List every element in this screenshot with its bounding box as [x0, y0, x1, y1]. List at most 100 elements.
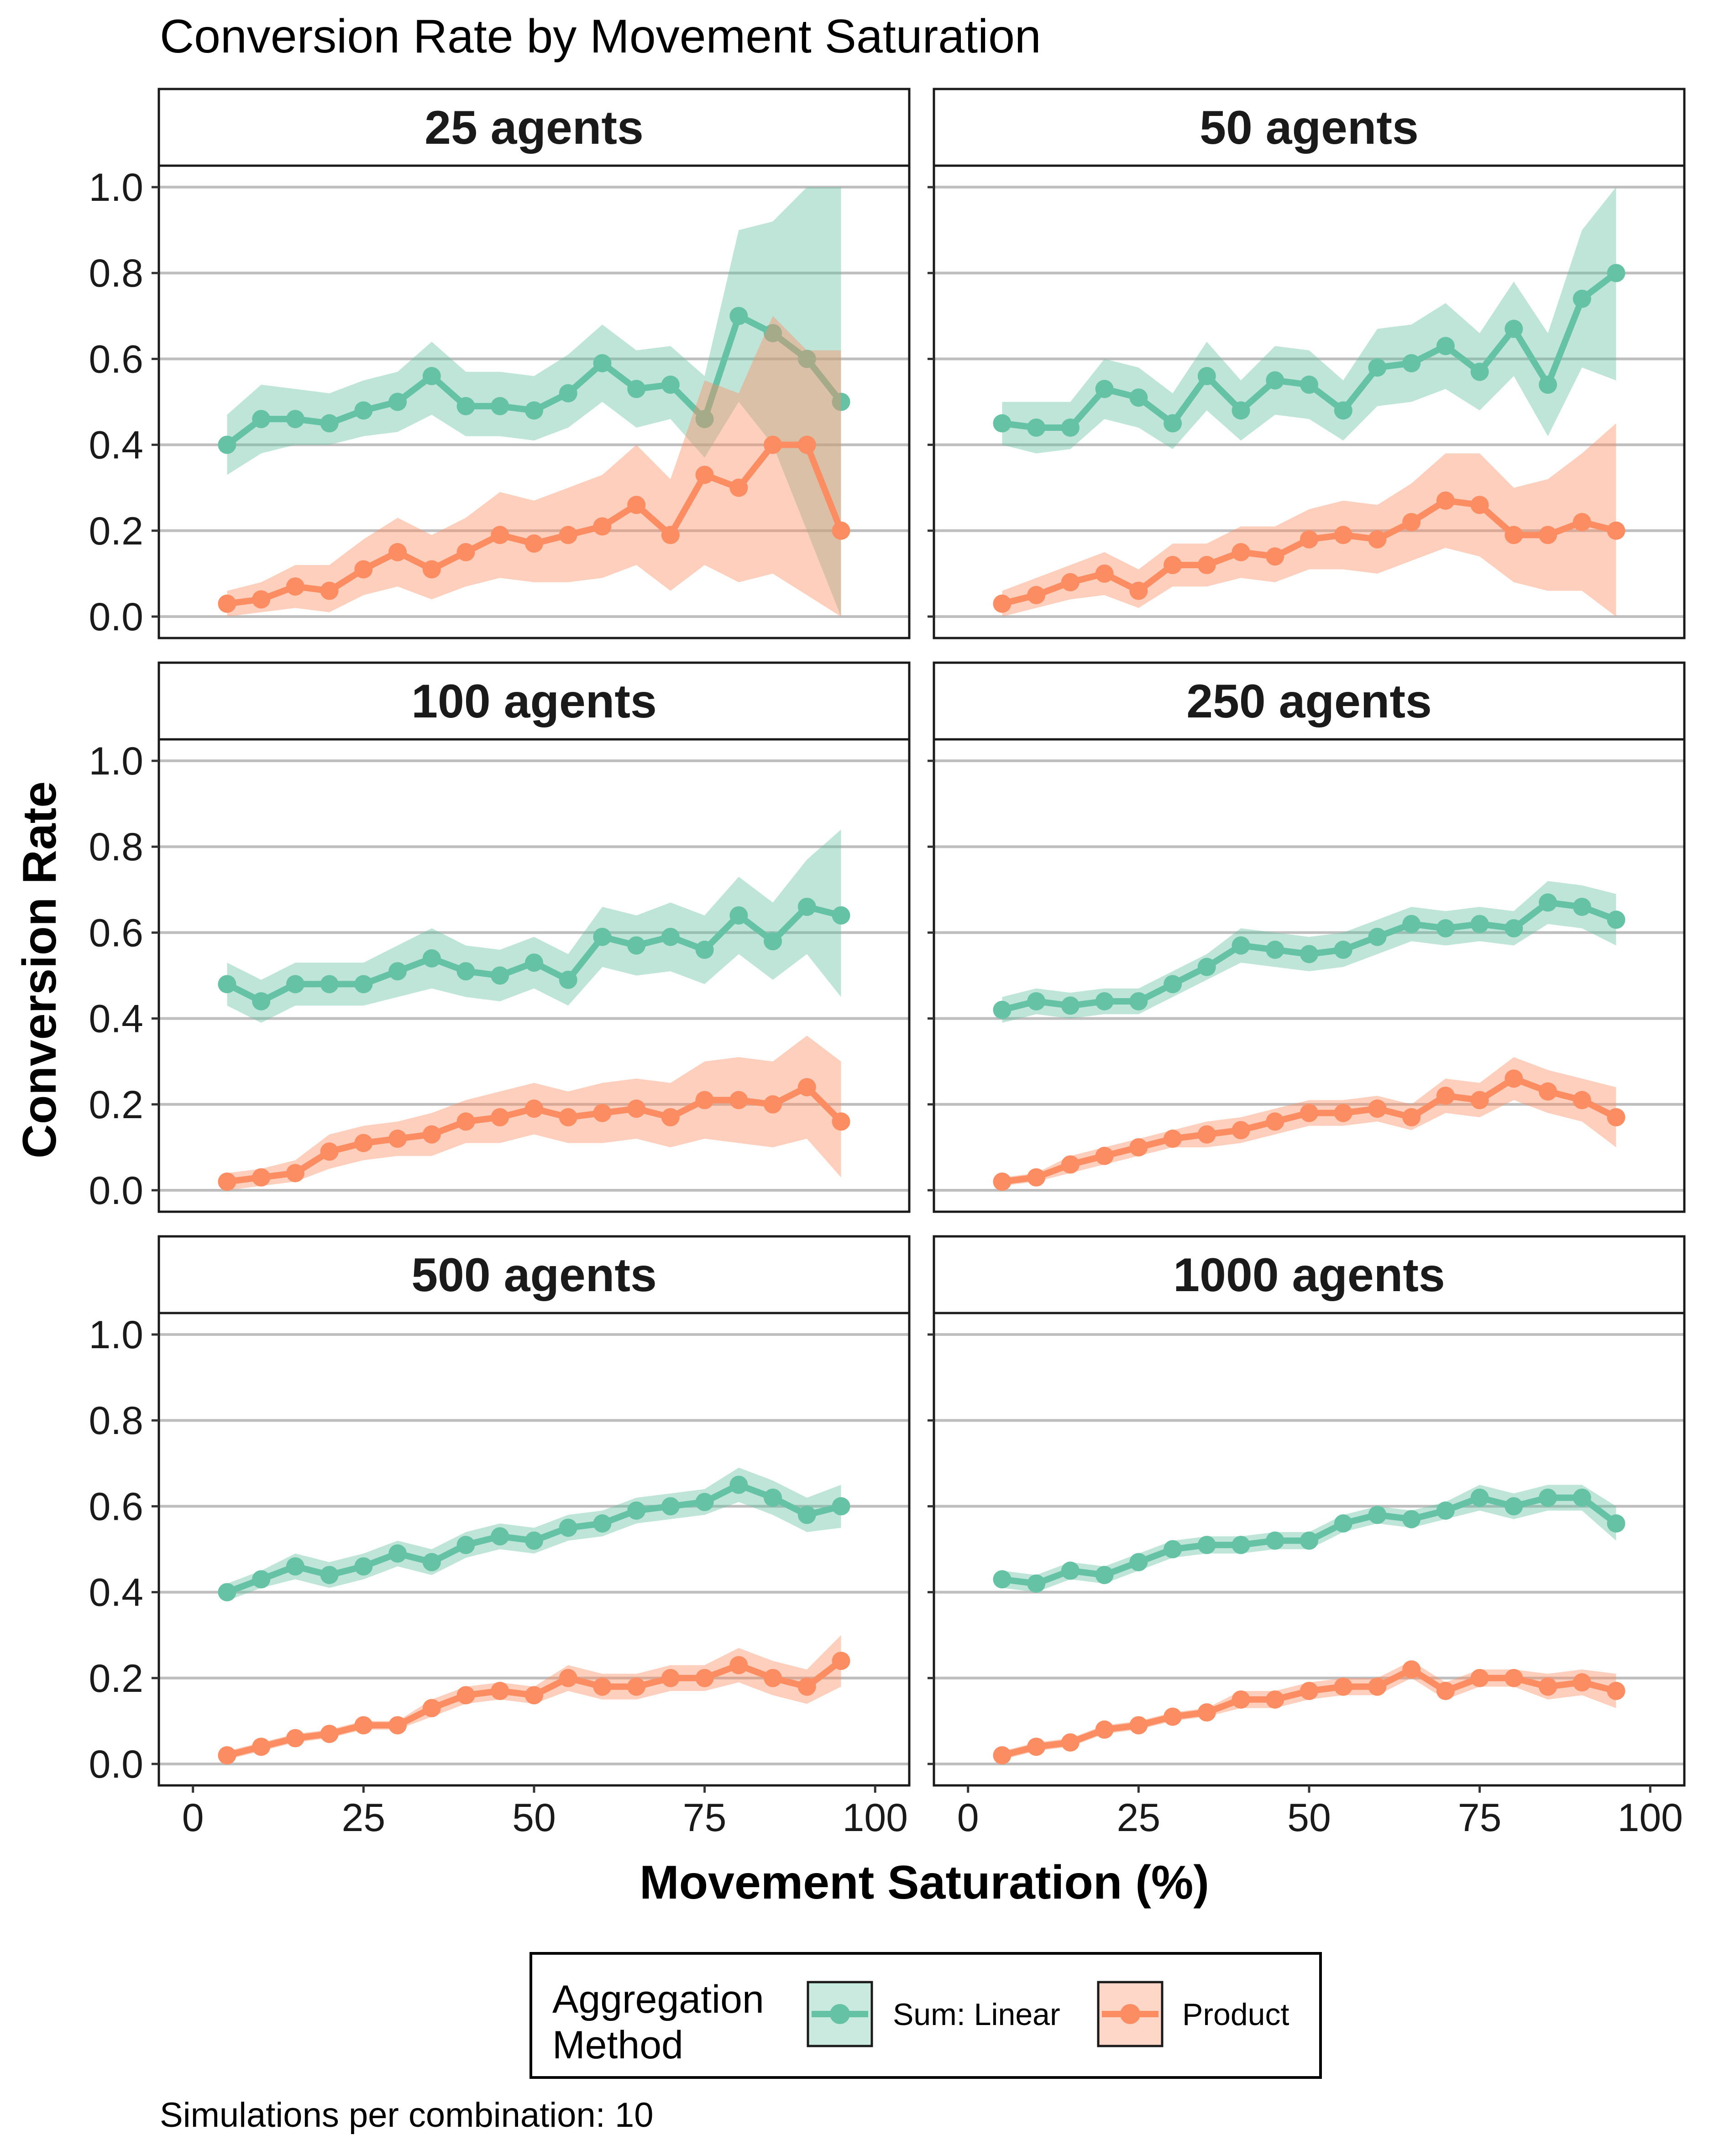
- point-sum-linear: [252, 1570, 271, 1589]
- point-sum-linear: [729, 307, 748, 325]
- point-product: [1368, 1677, 1387, 1696]
- point-sum-linear: [1266, 941, 1284, 959]
- point-sum-linear: [1027, 1574, 1046, 1593]
- point-product: [1197, 1703, 1216, 1722]
- point-sum-linear: [993, 1570, 1012, 1589]
- point-product: [286, 1729, 304, 1748]
- point-sum-linear: [1232, 1536, 1250, 1554]
- point-sum-linear: [1129, 1553, 1148, 1571]
- panel-border: [933, 164, 1686, 639]
- point-product: [1402, 513, 1421, 531]
- point-sum-linear: [1402, 354, 1421, 372]
- point-product: [525, 534, 543, 553]
- point-sum-linear: [1470, 1488, 1489, 1507]
- point-sum-linear: [695, 1493, 714, 1511]
- point-product: [1300, 1682, 1318, 1700]
- point-sum-linear: [1232, 401, 1250, 420]
- point-sum-linear: [1470, 915, 1489, 933]
- point-product: [252, 1737, 271, 1756]
- strip-50-agents: [933, 88, 1686, 167]
- point-sum-linear: [1232, 936, 1250, 955]
- point-product: [1095, 1146, 1114, 1165]
- strip-label: 500 agents: [411, 1249, 657, 1302]
- point-sum-linear: [1572, 897, 1591, 916]
- point-product: [1470, 1669, 1489, 1687]
- point-sum-linear: [1334, 401, 1352, 420]
- y-tick-label: 0.6: [89, 911, 143, 955]
- point-product: [1129, 1138, 1148, 1156]
- panels: 25 agents 0.0 0.2 0.4 0.6 0.8 1.0 50 agents 100 …: [89, 88, 1686, 1840]
- point-sum-linear: [320, 1565, 339, 1584]
- panel-border: [157, 738, 911, 1213]
- point-sum-linear: [1027, 992, 1046, 1010]
- strip-500-agents: [157, 1235, 911, 1314]
- point-product: [1061, 573, 1080, 591]
- point-sum-linear: [1164, 414, 1182, 433]
- y-tick-label: 0.2: [89, 1083, 143, 1127]
- legend-box: [529, 1952, 1322, 2079]
- point-product: [661, 1669, 680, 1687]
- point-sum-linear: [993, 1000, 1012, 1019]
- point-product: [764, 435, 782, 454]
- point-sum-linear: [764, 1488, 782, 1507]
- point-product: [1572, 1673, 1591, 1692]
- plot-area: [993, 187, 1625, 617]
- point-sum-linear: [354, 975, 373, 994]
- point-sum-linear: [1504, 919, 1523, 937]
- point-sum-linear: [764, 932, 782, 951]
- point-product: [218, 1746, 236, 1765]
- y-tick-label: 0.4: [89, 424, 143, 467]
- x-tick-label: 25: [1117, 1796, 1161, 1840]
- point-sum-linear: [491, 966, 509, 985]
- y-tick-label: 0.6: [89, 1485, 143, 1528]
- point-product: [1539, 1677, 1557, 1696]
- panel-100-agents: 100 agents 0.0 0.2 0.4 0.6 0.8 1.0: [89, 661, 911, 1213]
- point-sum-linear: [286, 410, 304, 429]
- point-sum-linear: [1061, 418, 1080, 437]
- point-sum-linear: [1164, 975, 1182, 994]
- point-product: [1436, 491, 1455, 510]
- point-sum-linear: [593, 354, 612, 372]
- x-tick-label: 100: [1618, 1796, 1683, 1840]
- point-product: [320, 581, 339, 600]
- point-product: [797, 1677, 816, 1696]
- point-sum-linear: [559, 384, 577, 403]
- point-product: [388, 543, 407, 561]
- point-sum-linear: [1572, 289, 1591, 308]
- point-product: [1232, 543, 1250, 561]
- point-sum-linear: [422, 949, 441, 968]
- point-product: [422, 1125, 441, 1144]
- point-sum-linear: [1368, 1506, 1387, 1524]
- point-sum-linear: [388, 392, 407, 411]
- point-product: [1232, 1121, 1250, 1140]
- ribbon-sum-linear: [1002, 187, 1616, 454]
- point-product: [832, 1652, 850, 1670]
- point-sum-linear: [593, 1514, 612, 1533]
- point-sum-linear: [354, 1557, 373, 1576]
- point-sum-linear: [1504, 319, 1523, 338]
- point-product: [1197, 1125, 1216, 1144]
- point-product: [1129, 581, 1148, 600]
- point-product: [661, 1108, 680, 1126]
- strip-label: 25 agents: [425, 101, 644, 154]
- y-tick-label: 1.0: [89, 166, 143, 209]
- point-product: [388, 1716, 407, 1735]
- x-tick-label: 75: [683, 1796, 727, 1840]
- plot-area: [993, 881, 1625, 1191]
- y-tick-label: 0.0: [89, 595, 143, 639]
- point-product: [491, 526, 509, 544]
- point-product: [1334, 1677, 1352, 1696]
- point-sum-linear: [1095, 992, 1114, 1010]
- y-tick-label: 0.8: [89, 1399, 143, 1443]
- point-product: [695, 1091, 714, 1109]
- point-product: [993, 1172, 1012, 1191]
- point-sum-linear: [1129, 992, 1148, 1010]
- x-tick-label: 50: [512, 1796, 556, 1840]
- y-tick-label: 1.0: [89, 1313, 143, 1357]
- point-sum-linear: [422, 367, 441, 386]
- point-product: [832, 521, 850, 540]
- point-product: [1436, 1682, 1455, 1700]
- legend-entry-product: Product: [1097, 1981, 1289, 2047]
- strip-100-agents: [157, 661, 911, 741]
